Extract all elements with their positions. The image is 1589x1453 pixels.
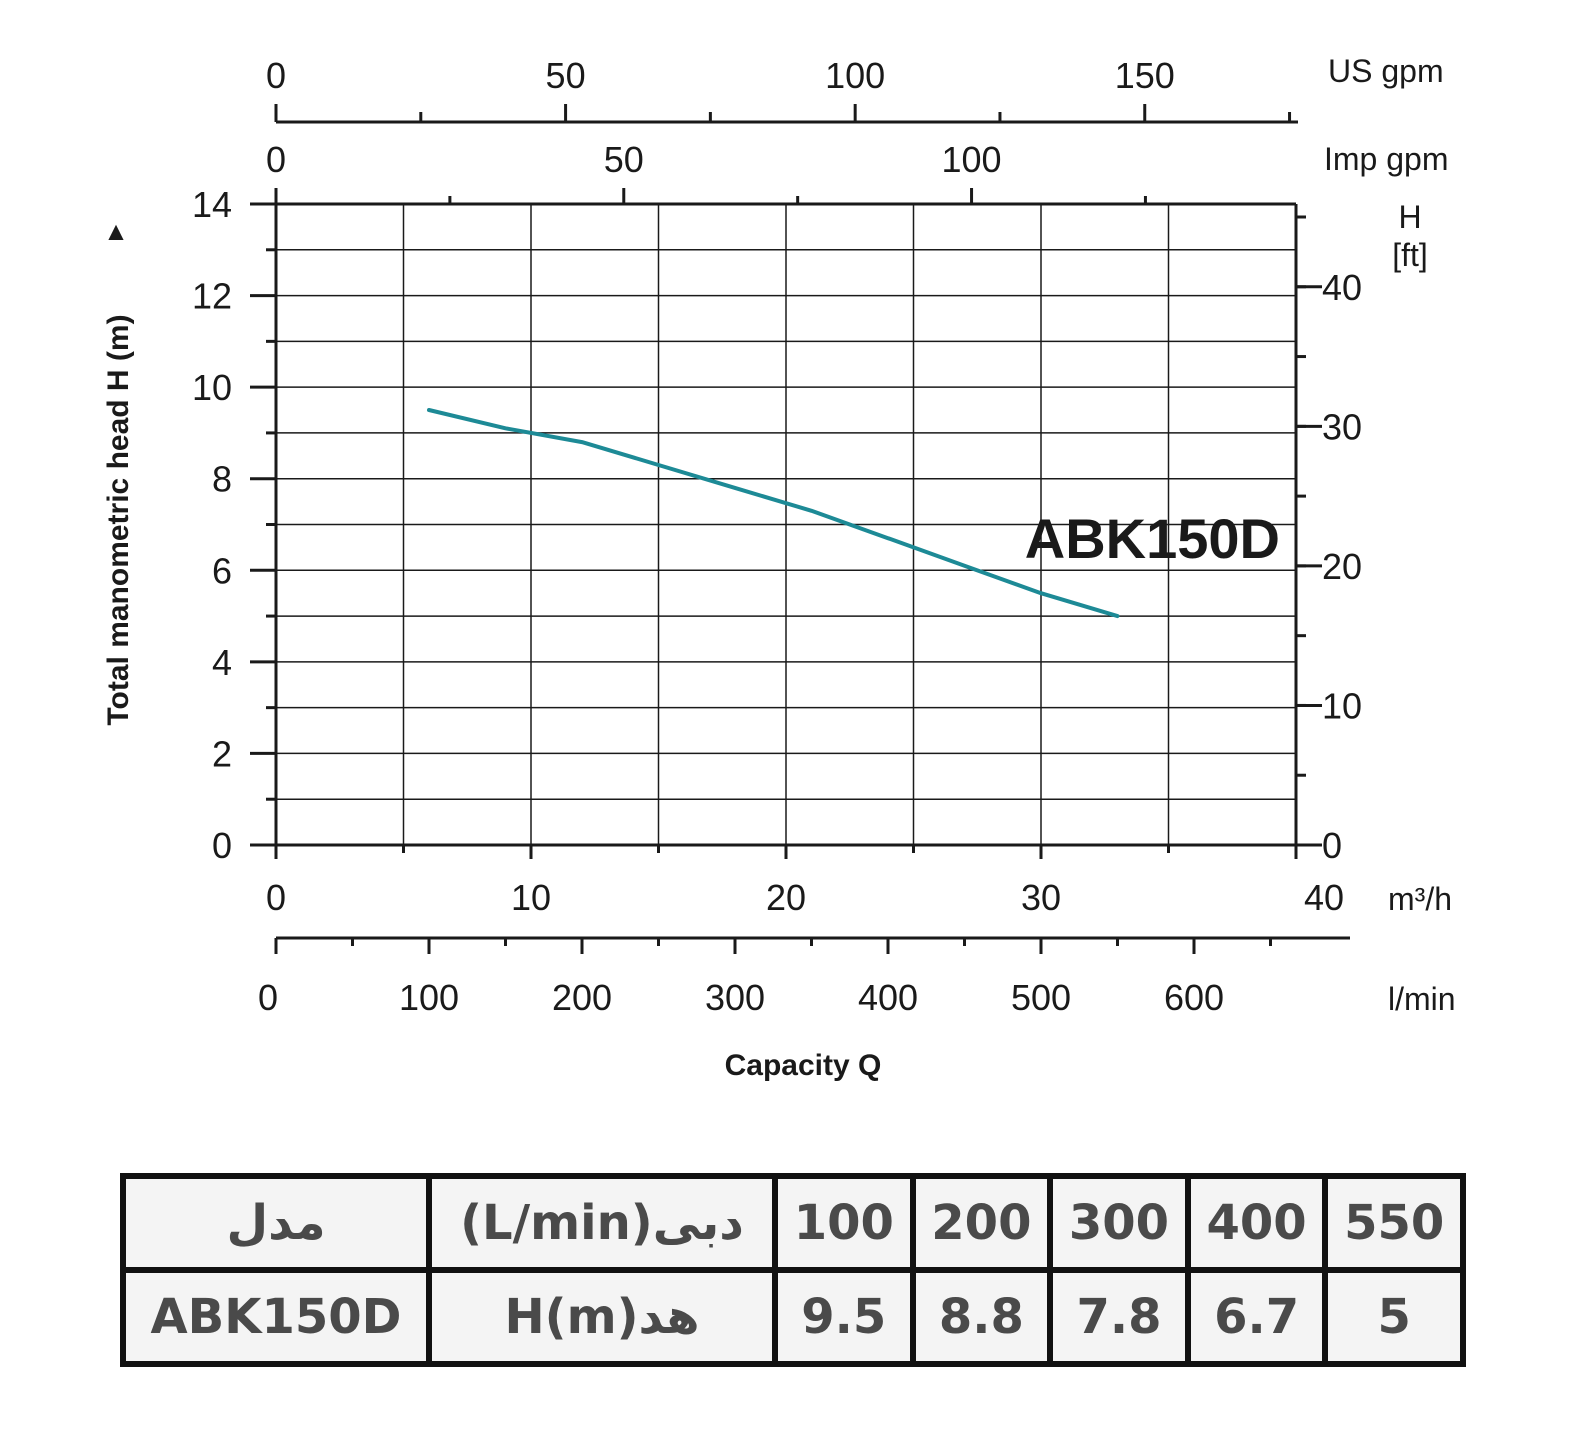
impgpm-tick-label: 0 <box>266 139 286 180</box>
table-cell-value: 300 <box>1047 1173 1191 1273</box>
y-axis-arrow-icon: ▲ <box>103 216 129 246</box>
model-label: ABK150D <box>1025 507 1280 570</box>
table-cell-value: 400 <box>1184 1173 1329 1273</box>
table-cell-value: 6.7 <box>1184 1267 1329 1367</box>
x-axis-title: Capacity Q <box>725 1049 882 1082</box>
y-tick-label: 8 <box>212 459 232 500</box>
usgpm-tick-label: 100 <box>825 55 885 96</box>
lmin-tick-label: 300 <box>705 977 765 1018</box>
performance-curve-line <box>427 408 1120 619</box>
lmin-tick-label: 400 <box>858 977 918 1018</box>
lmin-tick-label: 500 <box>1011 977 1071 1018</box>
table-row-head: ABK150D هد(H(m 9.5 8.8 7.8 6.7 5 <box>120 1267 1466 1367</box>
table-cell-param: دبی(L/min) <box>426 1173 778 1273</box>
table-row-capacity: مدل دبی(L/min) 100 200 300 400 550 <box>120 1173 1466 1273</box>
impgpm-tick-label: 100 <box>942 139 1002 180</box>
y2-tick-label: 10 <box>1322 685 1362 726</box>
pump-performance-chart: 0 2 4 6 8 10 12 14 0 10 20 30 40 H[ft] 0 10 20 30 40 m³/h 0 1… <box>102 53 1456 1082</box>
y-tick-label: 14 <box>192 184 232 225</box>
y2-tick-label: 40 <box>1322 267 1362 308</box>
chart-grid <box>276 204 1296 845</box>
impgpm-unit-label: Imp gpm <box>1324 141 1448 177</box>
usgpm-tick-label: 0 <box>266 55 286 96</box>
lmin-tick-label: 600 <box>1164 977 1224 1018</box>
y-tick-label: 10 <box>192 367 232 408</box>
chart-tick-labels: 0 2 4 6 8 10 12 14 0 10 20 30 40 H[ft] 0 10 20 30 40 m³/h 0 1… <box>192 53 1456 1018</box>
chart-series <box>427 408 1120 619</box>
y-tick-label: 2 <box>212 733 232 774</box>
table-cell-value: 7.8 <box>1047 1267 1191 1367</box>
usgpm-tick-label: 50 <box>546 55 586 96</box>
y2-tick-label: 0 <box>1322 825 1342 866</box>
table-cell-value: 8.8 <box>909 1267 1054 1367</box>
table-cell-value: 100 <box>772 1173 916 1273</box>
y2-tick-label: 30 <box>1322 406 1362 447</box>
table-cell-label: مدل <box>120 1173 432 1273</box>
x-unit-label: m³/h <box>1388 881 1452 917</box>
usgpm-unit-label: US gpm <box>1328 53 1444 89</box>
table-cell-value: 5 <box>1322 1267 1466 1367</box>
x-tick-label: 40 <box>1304 877 1344 918</box>
x-tick-label: 30 <box>1021 877 1061 918</box>
table-cell-param: هد(H(m <box>426 1267 778 1367</box>
y-tick-label: 12 <box>192 276 232 317</box>
x-tick-label: 10 <box>511 877 551 918</box>
y2-tick-label: 20 <box>1322 546 1362 587</box>
y2-unit-label: [ft] <box>1392 237 1428 273</box>
y-axis-title: Total manometric head H (m) <box>102 314 135 725</box>
x-tick-label: 20 <box>766 877 806 918</box>
table-cell-value: 9.5 <box>772 1267 916 1367</box>
y-tick-label: 0 <box>212 825 232 866</box>
table-cell-label: ABK150D <box>120 1267 432 1367</box>
chart-axes <box>250 104 1350 954</box>
impgpm-tick-label: 50 <box>604 139 644 180</box>
x-tick-label: 0 <box>266 877 286 918</box>
table-cell-value: 550 <box>1322 1173 1466 1273</box>
usgpm-tick-label: 150 <box>1115 55 1175 96</box>
y-tick-label: 4 <box>212 642 232 683</box>
lmin-unit-label: l/min <box>1388 981 1456 1017</box>
spec-table: مدل دبی(L/min) 100 200 300 400 550 ABK15… <box>120 1173 1466 1367</box>
y2-unit-label: H <box>1398 199 1421 235</box>
lmin-tick-label: 200 <box>552 977 612 1018</box>
table-cell-value: 200 <box>909 1173 1054 1273</box>
y-tick-label: 6 <box>212 550 232 591</box>
lmin-tick-label: 0 <box>258 977 278 1018</box>
lmin-tick-label: 100 <box>399 977 459 1018</box>
